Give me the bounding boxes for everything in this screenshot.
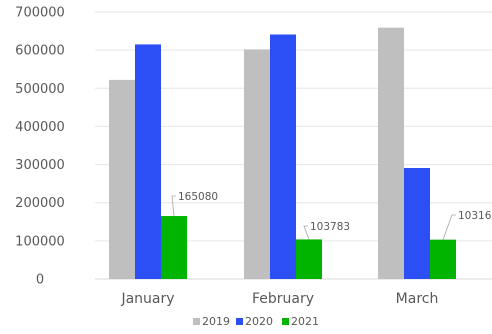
bar-2019-march <box>378 27 404 280</box>
y-tick-label: 500000 <box>15 82 65 97</box>
legend-label: 2019 <box>202 315 230 328</box>
data-label: 103783 <box>310 221 350 233</box>
y-tick-label: 600000 <box>15 44 65 59</box>
bar-2020-march <box>404 168 430 279</box>
y-tick-label: 0 <box>36 273 44 288</box>
y-tick-label: 200000 <box>15 196 65 211</box>
x-category-label: February <box>252 291 314 307</box>
bar-2021-february <box>296 239 322 279</box>
data-label: 165080 <box>178 191 218 203</box>
legend-swatch-2020 <box>236 318 243 325</box>
y-tick-label: 700000 <box>15 6 65 21</box>
legend-label: 2021 <box>291 315 319 328</box>
legend-label: 2020 <box>245 315 273 328</box>
bar-2020-january <box>135 44 161 279</box>
x-category-label: January <box>120 291 174 307</box>
leader-line <box>171 195 176 217</box>
bar-2019-january <box>109 79 135 279</box>
data-label: 103167 <box>458 210 492 222</box>
leader-line <box>442 214 456 240</box>
y-tick-label: 100000 <box>15 234 65 249</box>
bar-2021-january <box>161 216 187 279</box>
x-category-label: March <box>396 291 439 307</box>
y-tick-label: 300000 <box>15 158 65 173</box>
legend-swatch-2021 <box>282 318 289 325</box>
bar-2019-february <box>244 49 270 279</box>
legend-swatch-2019 <box>193 318 200 325</box>
y-tick-label: 400000 <box>15 120 65 135</box>
bar-2021-march <box>430 239 456 279</box>
bars <box>109 27 456 280</box>
y-axis: 0 100000 200000 300000 400000 500000 600000 700… <box>15 6 65 288</box>
legend: 2019 2020 2021 <box>193 315 319 328</box>
leader-line <box>303 225 310 240</box>
x-axis: January February March <box>120 291 438 307</box>
bar-2020-february <box>270 34 296 279</box>
data-labels: 165080 103783 103167 <box>171 191 492 240</box>
